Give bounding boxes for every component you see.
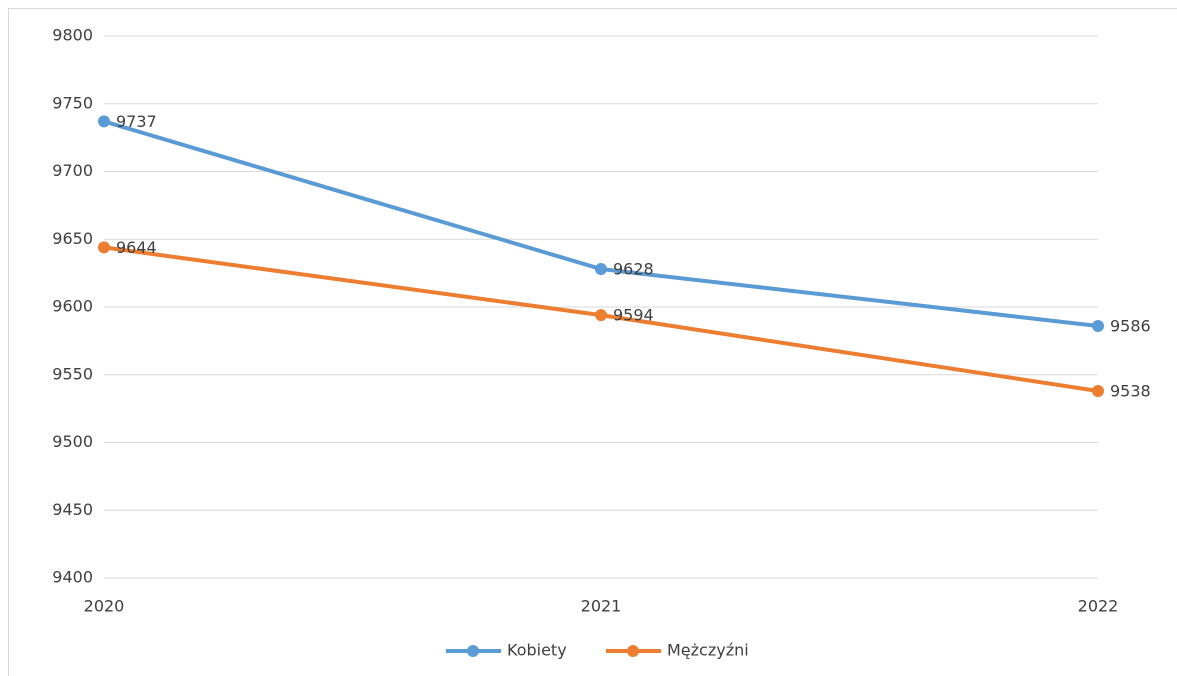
legend-marker: [627, 645, 639, 657]
legend-label: Mężczyźni: [667, 641, 749, 660]
point-marker: [595, 309, 607, 322]
y-tick-label: 9600: [52, 297, 93, 316]
data-label: 9586: [1110, 316, 1151, 335]
legend-label: Kobiety: [507, 641, 567, 660]
y-tick-label: 9700: [52, 161, 93, 180]
y-tick-label: 9500: [52, 432, 93, 451]
x-tick-label: 2022: [1078, 597, 1119, 616]
y-tick-label: 9550: [52, 364, 93, 383]
point-marker: [98, 241, 110, 254]
data-label: 9628: [613, 260, 654, 279]
legend-marker: [467, 645, 479, 657]
data-label: 9594: [613, 306, 654, 325]
point-marker: [1092, 319, 1104, 332]
chart-frame: [8, 8, 1177, 676]
x-tick-label: 2020: [84, 597, 125, 616]
point-marker: [98, 115, 110, 128]
x-tick-label: 2021: [581, 597, 622, 616]
data-label: 9644: [116, 238, 157, 257]
data-label: 9737: [116, 112, 157, 131]
data-label: 9538: [1110, 382, 1151, 401]
series-line: [103, 119, 1099, 328]
y-tick-label: 9400: [52, 568, 93, 587]
y-tick-label: 9750: [52, 93, 93, 112]
y-tick-label: 9450: [52, 500, 93, 519]
y-tick-label: 9800: [52, 26, 93, 45]
point-marker: [1092, 385, 1104, 398]
point-marker: [595, 263, 607, 276]
y-tick-label: 9650: [52, 229, 93, 248]
